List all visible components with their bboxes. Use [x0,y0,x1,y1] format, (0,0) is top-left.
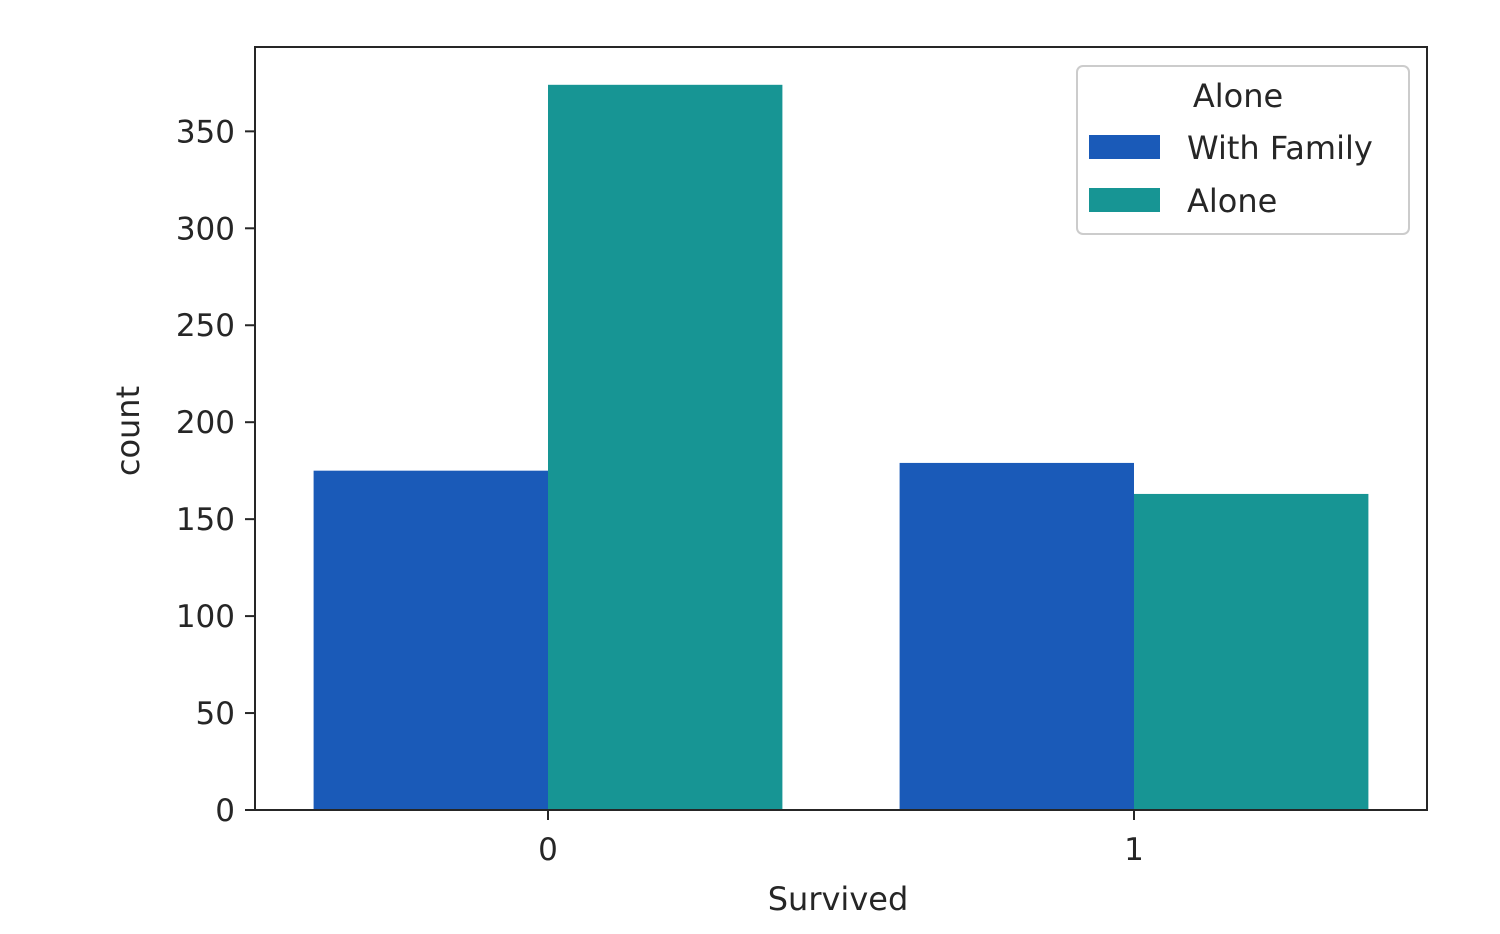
legend-swatch-alone [1089,188,1160,212]
bar-alone-0 [548,84,783,810]
y-tick-label: 150 [176,502,235,538]
x-tick-label: 0 [538,832,558,868]
y-tick-label: 50 [196,696,235,732]
legend-swatch-with-family [1089,135,1160,159]
y-axis-label: count [109,386,147,476]
bar-with-family-1 [899,462,1134,810]
y-tick-label: 100 [176,599,235,635]
legend-label-alone: Alone [1187,182,1277,220]
legend-label-with-family: With Family [1187,129,1373,167]
plot-area [313,84,1369,810]
y-tick-label: 250 [176,308,235,344]
y-tick-label: 200 [176,405,235,441]
bar-with-family-0 [313,470,548,810]
legend-title: Alone [1193,77,1283,115]
x-axis-label: Survived [768,880,909,918]
y-tick-label: 0 [215,793,235,829]
y-axis: 0 50 100 150 200 250 300 350 [176,114,255,829]
bar-alone-1 [1134,493,1369,810]
y-tick-label: 350 [176,114,235,150]
x-tick-label: 1 [1124,832,1144,868]
y-tick-label: 300 [176,211,235,247]
legend: Alone With Family Alone [1076,65,1410,235]
plot-frame [254,46,1428,811]
